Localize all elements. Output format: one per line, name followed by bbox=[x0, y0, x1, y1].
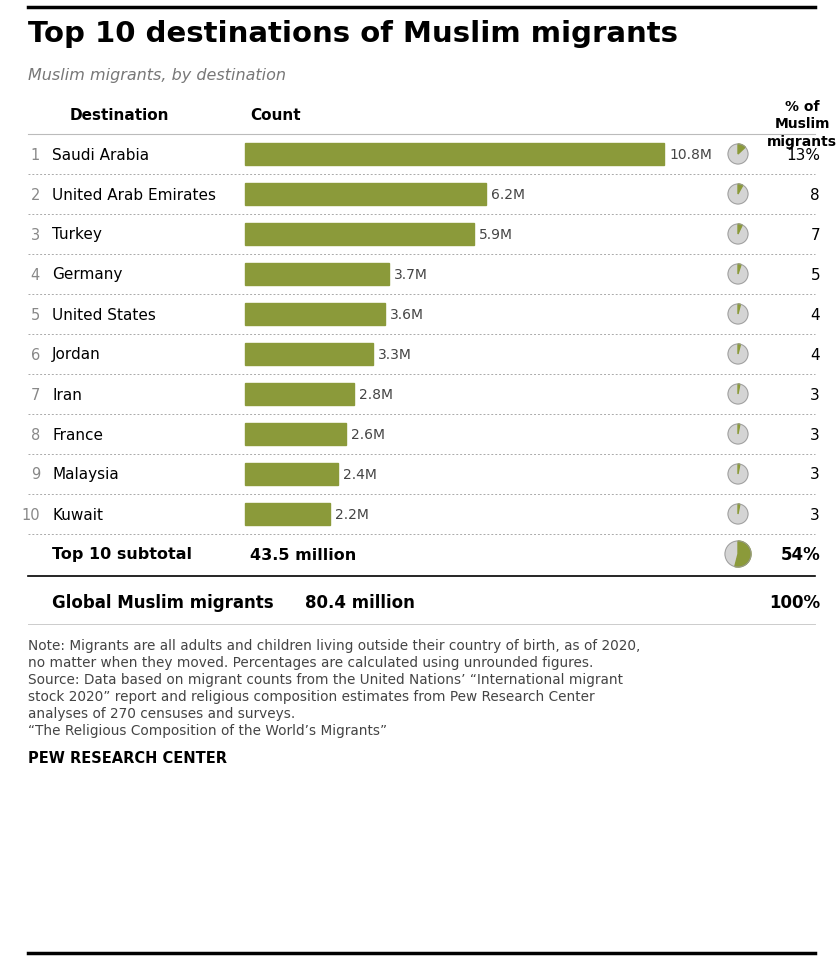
Circle shape bbox=[728, 185, 748, 205]
Text: 2.4M: 2.4M bbox=[344, 467, 377, 481]
Bar bbox=[245, 263, 389, 285]
Text: 5: 5 bbox=[811, 267, 820, 283]
Text: 3: 3 bbox=[31, 227, 40, 242]
Circle shape bbox=[728, 464, 748, 484]
Text: stock 2020” report and religious composition estimates from Pew Research Center: stock 2020” report and religious composi… bbox=[28, 689, 595, 703]
Text: 6.2M: 6.2M bbox=[491, 187, 525, 202]
Circle shape bbox=[728, 384, 748, 405]
Text: 4: 4 bbox=[811, 347, 820, 362]
Text: 1: 1 bbox=[31, 147, 40, 162]
Text: 2.6M: 2.6M bbox=[351, 428, 385, 441]
Text: Global Muslim migrants: Global Muslim migrants bbox=[52, 593, 274, 611]
Wedge shape bbox=[738, 185, 743, 195]
Text: 5: 5 bbox=[31, 308, 40, 322]
Text: 8: 8 bbox=[811, 187, 820, 202]
Text: 4: 4 bbox=[811, 308, 820, 322]
Wedge shape bbox=[738, 264, 741, 275]
Text: 5.9M: 5.9M bbox=[479, 228, 513, 242]
Text: Destination: Destination bbox=[70, 108, 170, 123]
Text: 13%: 13% bbox=[786, 147, 820, 162]
Text: 54%: 54% bbox=[780, 546, 820, 563]
Circle shape bbox=[725, 541, 751, 567]
Text: 3: 3 bbox=[811, 467, 820, 482]
Bar bbox=[245, 224, 474, 246]
Text: 2: 2 bbox=[30, 187, 40, 202]
Text: 10: 10 bbox=[21, 507, 40, 522]
Text: Turkey: Turkey bbox=[52, 227, 102, 242]
Text: Kuwait: Kuwait bbox=[52, 507, 103, 522]
Circle shape bbox=[728, 225, 748, 245]
Wedge shape bbox=[735, 541, 751, 567]
Text: United States: United States bbox=[52, 308, 156, 322]
Bar bbox=[245, 344, 373, 365]
Circle shape bbox=[728, 505, 748, 525]
Bar bbox=[245, 184, 486, 206]
Text: Count: Count bbox=[250, 108, 301, 123]
Text: Iran: Iran bbox=[52, 387, 81, 402]
Text: Germany: Germany bbox=[52, 267, 123, 283]
Text: Top 10 destinations of Muslim migrants: Top 10 destinations of Muslim migrants bbox=[28, 20, 678, 48]
Circle shape bbox=[728, 145, 748, 165]
Text: % of
Muslim
migrants: % of Muslim migrants bbox=[767, 100, 837, 148]
Wedge shape bbox=[738, 305, 741, 314]
Text: Note: Migrants are all adults and children living outside their country of birth: Note: Migrants are all adults and childr… bbox=[28, 638, 640, 653]
Wedge shape bbox=[738, 425, 740, 434]
Text: 43.5 million: 43.5 million bbox=[250, 547, 356, 562]
Text: United Arab Emirates: United Arab Emirates bbox=[52, 187, 216, 202]
Circle shape bbox=[728, 345, 748, 364]
Bar bbox=[245, 504, 330, 526]
Text: 7: 7 bbox=[811, 227, 820, 242]
Text: 100%: 100% bbox=[769, 593, 820, 611]
Text: Top 10 subtotal: Top 10 subtotal bbox=[52, 547, 192, 562]
Text: Malaysia: Malaysia bbox=[52, 467, 118, 482]
Text: Muslim migrants, by destination: Muslim migrants, by destination bbox=[28, 68, 286, 83]
Text: 3.6M: 3.6M bbox=[390, 308, 423, 322]
Text: 4: 4 bbox=[31, 267, 40, 283]
Text: analyses of 270 censuses and surveys.: analyses of 270 censuses and surveys. bbox=[28, 706, 295, 720]
Text: France: France bbox=[52, 427, 103, 442]
Wedge shape bbox=[738, 225, 743, 234]
Text: PEW RESEARCH CENTER: PEW RESEARCH CENTER bbox=[28, 751, 227, 765]
Text: 3: 3 bbox=[811, 387, 820, 402]
Text: 80.4 million: 80.4 million bbox=[305, 593, 415, 611]
Bar bbox=[245, 304, 385, 326]
Circle shape bbox=[728, 305, 748, 325]
Circle shape bbox=[728, 264, 748, 284]
Text: Source: Data based on migrant counts from the United Nations’ “International mig: Source: Data based on migrant counts fro… bbox=[28, 673, 623, 686]
Wedge shape bbox=[738, 145, 745, 155]
Text: 3.3M: 3.3M bbox=[378, 348, 412, 361]
Text: 8: 8 bbox=[31, 427, 40, 442]
Text: 6: 6 bbox=[31, 347, 40, 362]
Text: no matter when they moved. Percentages are calculated using unrounded figures.: no matter when they moved. Percentages a… bbox=[28, 655, 593, 669]
Wedge shape bbox=[738, 384, 740, 395]
Text: 3: 3 bbox=[811, 507, 820, 522]
Text: Saudi Arabia: Saudi Arabia bbox=[52, 147, 150, 162]
Circle shape bbox=[728, 425, 748, 445]
Bar bbox=[245, 424, 346, 446]
Text: 3: 3 bbox=[811, 427, 820, 442]
Text: 3.7M: 3.7M bbox=[394, 268, 428, 282]
Text: “The Religious Composition of the World’s Migrants”: “The Religious Composition of the World’… bbox=[28, 724, 387, 737]
Wedge shape bbox=[738, 345, 741, 355]
Wedge shape bbox=[738, 505, 740, 514]
Text: 10.8M: 10.8M bbox=[669, 148, 712, 161]
Bar bbox=[245, 463, 339, 485]
Text: 7: 7 bbox=[30, 387, 40, 402]
Text: 2.2M: 2.2M bbox=[335, 507, 370, 522]
Bar bbox=[245, 144, 664, 166]
Text: Jordan: Jordan bbox=[52, 347, 101, 362]
Wedge shape bbox=[738, 464, 740, 475]
Text: 9: 9 bbox=[31, 467, 40, 482]
Text: 2.8M: 2.8M bbox=[359, 387, 392, 402]
Bar bbox=[245, 383, 354, 406]
